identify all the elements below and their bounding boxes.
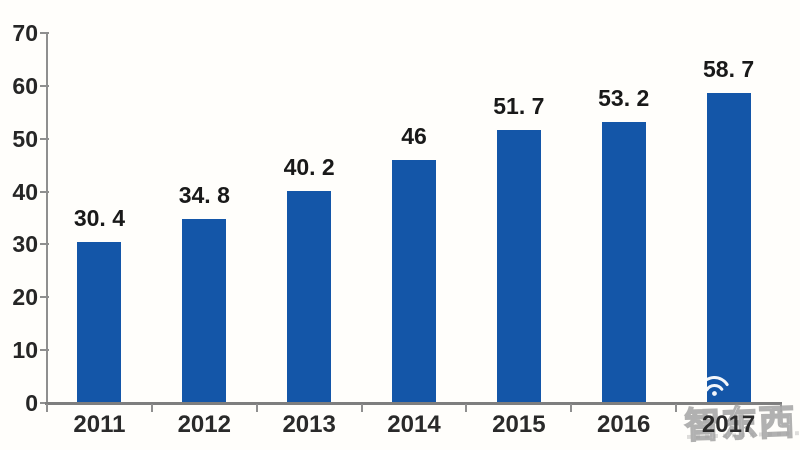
x-axis-tick-mark <box>150 404 153 412</box>
bar <box>601 121 646 403</box>
bar-value-label: 51. 7 <box>493 92 545 119</box>
x-axis-tick-mark <box>465 404 468 412</box>
y-axis-tick-mark <box>40 349 49 352</box>
x-axis-tick-mark <box>675 404 678 412</box>
y-axis-tick-label: 50 <box>12 125 38 152</box>
y-axis-tick-mark <box>40 296 49 299</box>
x-axis-category-label: 2016 <box>597 411 651 438</box>
bar-value-label: 53. 2 <box>598 84 650 111</box>
x-axis-category-label: 2011 <box>73 411 126 438</box>
bar-value-label: 34. 8 <box>178 182 230 209</box>
y-axis-tick-label: 0 <box>25 390 38 416</box>
y-axis-tick-label: 70 <box>12 20 38 46</box>
x-axis-category-label: 2015 <box>492 411 546 438</box>
y-axis-tick-mark <box>40 190 49 193</box>
x-axis-category-label: 2014 <box>387 411 441 438</box>
y-axis-tick-mark <box>40 402 49 404</box>
bar-value-label: 30. 4 <box>73 205 125 232</box>
x-axis-tick-mark <box>46 404 48 412</box>
x-axis-tick-mark <box>780 404 782 412</box>
y-axis-tick-mark <box>40 84 49 87</box>
bar-value-label: 58. 7 <box>702 55 755 82</box>
bar <box>706 92 751 403</box>
y-axis-tick-label: 40 <box>12 178 38 205</box>
x-axis <box>45 402 782 405</box>
bar-value-label: 46 <box>401 122 427 149</box>
x-axis-category-label: 2013 <box>282 411 336 438</box>
y-axis-tick-label: 20 <box>12 284 38 311</box>
bar <box>287 190 332 403</box>
y-axis-tick-mark <box>40 32 49 34</box>
bar-value-label: 40. 2 <box>283 153 335 180</box>
bar <box>496 129 541 403</box>
bar <box>392 159 436 403</box>
bar <box>77 242 122 403</box>
x-axis-tick-mark <box>360 404 363 412</box>
y-axis-tick-label: 60 <box>12 72 38 99</box>
x-axis-category-label: 2012 <box>177 411 231 438</box>
x-axis-category-label: 2017 <box>701 411 756 438</box>
y-axis-tick-label: 30 <box>12 231 38 258</box>
y-axis-tick-label: 10 <box>12 337 38 364</box>
x-axis-tick-mark <box>570 404 573 412</box>
y-axis-tick-mark <box>40 137 49 140</box>
bar <box>182 219 227 403</box>
y-axis-tick-mark <box>40 243 49 246</box>
y-axis <box>46 32 48 405</box>
x-axis-tick-mark <box>255 404 258 412</box>
